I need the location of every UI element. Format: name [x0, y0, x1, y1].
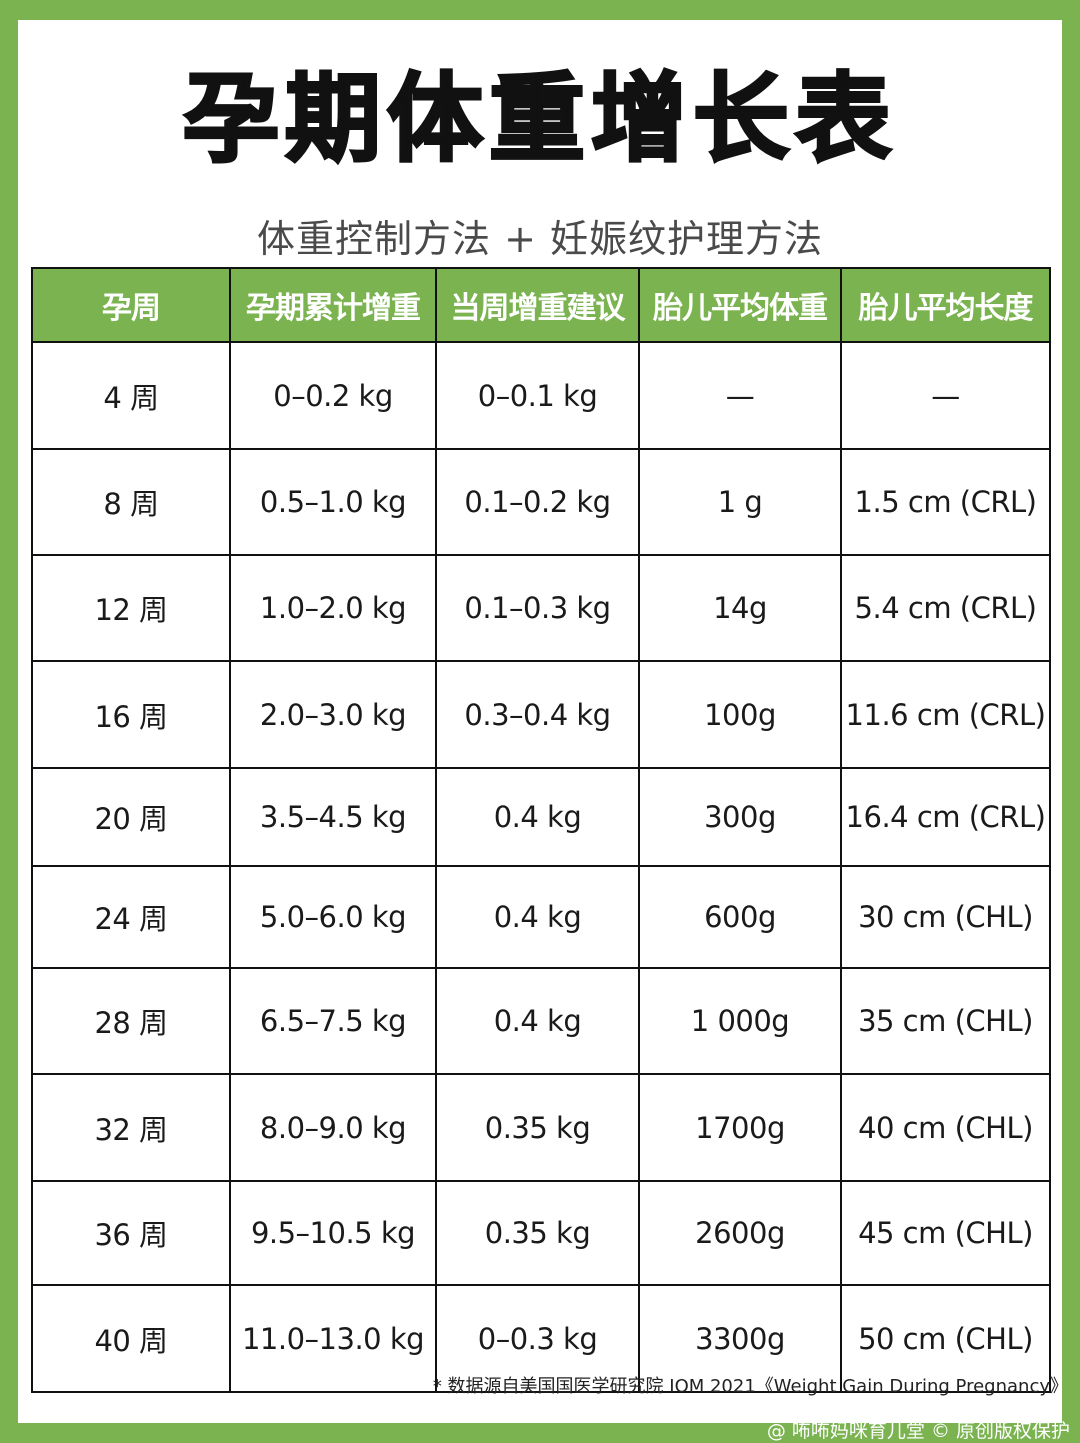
cell-weekly-gain: 0–0.3 kg — [435, 1284, 640, 1393]
cell-fetal-weight: 2600g — [638, 1180, 842, 1286]
cell-fetal-weight: — — [638, 341, 842, 450]
cell-cumulative-gain: 0–0.2 kg — [229, 341, 437, 450]
cell-fetal-weight: 3300g — [638, 1284, 842, 1393]
copyright-watermark: @ 咘咘妈咪育儿堂 © 原创版权保护 — [766, 1420, 1070, 1442]
cell-cumulative-gain: 11.0–13.0 kg — [229, 1284, 437, 1393]
cell-week: 32 周 — [31, 1073, 231, 1182]
header-fetal-length: 胎儿平均长度 — [840, 267, 1051, 343]
table-row: 12 周 1.0–2.0 kg 0.1–0.3 kg 14g 5.4 cm (C… — [31, 554, 1051, 662]
header-week: 孕周 — [31, 267, 231, 343]
cell-weekly-gain: 0.35 kg — [435, 1073, 640, 1182]
cell-cumulative-gain: 9.5–10.5 kg — [229, 1180, 437, 1286]
cell-week: 16 周 — [31, 660, 231, 769]
cell-week: 12 周 — [31, 554, 231, 662]
cell-fetal-length: 35 cm (CHL) — [840, 967, 1051, 1075]
cell-fetal-weight: 1 000g — [638, 967, 842, 1075]
weight-gain-table: 孕周 孕期累计增重 当周增重建议 胎儿平均体重 胎儿平均长度 4 周 0–0.2… — [31, 267, 1051, 1393]
table-row: 32 周 8.0–9.0 kg 0.35 kg 1700g 40 cm (CHL… — [31, 1073, 1051, 1182]
cell-fetal-length: 16.4 cm (CRL) — [840, 767, 1051, 867]
cell-fetal-length: — — [840, 341, 1051, 450]
page-subtitle: 体重控制方法 + 妊娠纹护理方法 — [257, 217, 823, 261]
table-row: 20 周 3.5–4.5 kg 0.4 kg 300g 16.4 cm (CRL… — [31, 767, 1051, 867]
cell-cumulative-gain: 2.0–3.0 kg — [229, 660, 437, 769]
cell-week: 8 周 — [31, 448, 231, 556]
cell-cumulative-gain: 8.0–9.0 kg — [229, 1073, 437, 1182]
cell-cumulative-gain: 5.0–6.0 kg — [229, 865, 437, 969]
cell-fetal-weight: 14g — [638, 554, 842, 662]
cell-weekly-gain: 0.3–0.4 kg — [435, 660, 640, 769]
table-row: 8 周 0.5–1.0 kg 0.1–0.2 kg 1 g 1.5 cm (CR… — [31, 448, 1051, 556]
cell-fetal-length: 5.4 cm (CRL) — [840, 554, 1051, 662]
cell-cumulative-gain: 1.0–2.0 kg — [229, 554, 437, 662]
page-title: 孕期体重增长表 — [182, 63, 897, 176]
cell-weekly-gain: 0.4 kg — [435, 767, 640, 867]
table-row: 16 周 2.0–3.0 kg 0.3–0.4 kg 100g 11.6 cm … — [31, 660, 1051, 769]
cell-fetal-length: 1.5 cm (CRL) — [840, 448, 1051, 556]
cell-week: 24 周 — [31, 865, 231, 969]
cell-cumulative-gain: 0.5–1.0 kg — [229, 448, 437, 556]
cell-fetal-weight: 1700g — [638, 1073, 842, 1182]
table-row: 4 周 0–0.2 kg 0–0.1 kg — — — [31, 341, 1051, 450]
cell-fetal-length: 30 cm (CHL) — [840, 865, 1051, 969]
cell-fetal-weight: 600g — [638, 865, 842, 969]
cell-weekly-gain: 0.1–0.2 kg — [435, 448, 640, 556]
table-header-row: 孕周 孕期累计增重 当周增重建议 胎儿平均体重 胎儿平均长度 — [31, 267, 1051, 343]
header-fetal-weight: 胎儿平均体重 — [638, 267, 842, 343]
header-weekly-gain: 当周增重建议 — [435, 267, 640, 343]
content-card: 孕期体重增长表 体重控制方法 + 妊娠纹护理方法 孕周 孕期累计增重 当周增重建… — [18, 20, 1062, 1423]
cell-week: 36 周 — [31, 1180, 231, 1286]
header-cumulative-gain: 孕期累计增重 — [229, 267, 437, 343]
cell-week: 20 周 — [31, 767, 231, 867]
cell-week: 28 周 — [31, 967, 231, 1075]
cell-cumulative-gain: 6.5–7.5 kg — [229, 967, 437, 1075]
cell-weekly-gain: 0.4 kg — [435, 967, 640, 1075]
cell-fetal-length: 11.6 cm (CRL) — [840, 660, 1051, 769]
cell-fetal-weight: 100g — [638, 660, 842, 769]
cell-cumulative-gain: 3.5–4.5 kg — [229, 767, 437, 867]
table-row: 36 周 9.5–10.5 kg 0.35 kg 2600g 45 cm (CH… — [31, 1180, 1051, 1286]
cell-week: 40 周 — [31, 1284, 231, 1393]
cell-weekly-gain: 0.4 kg — [435, 865, 640, 969]
cell-week: 4 周 — [31, 341, 231, 450]
cell-weekly-gain: 0.35 kg — [435, 1180, 640, 1286]
cell-fetal-weight: 300g — [638, 767, 842, 867]
table-row: 28 周 6.5–7.5 kg 0.4 kg 1 000g 35 cm (CHL… — [31, 967, 1051, 1075]
cell-fetal-length: 50 cm (CHL) — [840, 1284, 1051, 1393]
cell-weekly-gain: 0–0.1 kg — [435, 341, 640, 450]
cell-fetal-length: 45 cm (CHL) — [840, 1180, 1051, 1286]
table-row: 24 周 5.0–6.0 kg 0.4 kg 600g 30 cm (CHL) — [31, 865, 1051, 969]
source-footnote: * 数据源自美国国医学研究院 IOM 2021《Weight Gain Duri… — [432, 1376, 1068, 1397]
cell-fetal-weight: 1 g — [638, 448, 842, 556]
cell-fetal-length: 40 cm (CHL) — [840, 1073, 1051, 1182]
table-row: 40 周 11.0–13.0 kg 0–0.3 kg 3300g 50 cm (… — [31, 1284, 1051, 1393]
cell-weekly-gain: 0.1–0.3 kg — [435, 554, 640, 662]
